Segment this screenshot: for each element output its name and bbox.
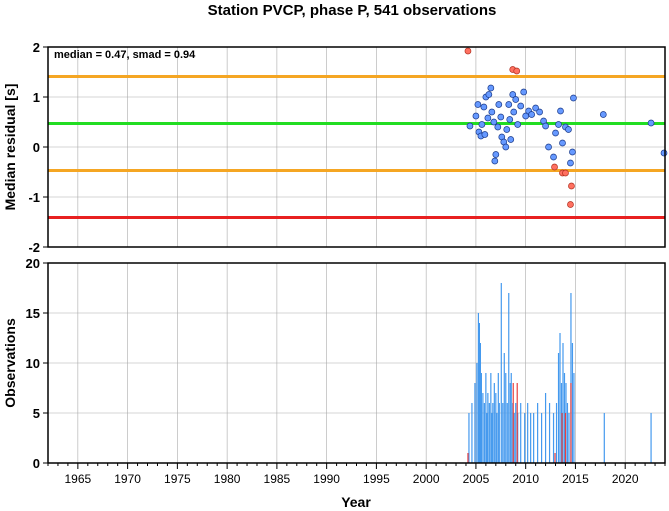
residual-point bbox=[466, 122, 474, 130]
residual-point bbox=[510, 108, 518, 116]
y-tick-label: 0 bbox=[33, 140, 40, 155]
residual-point bbox=[513, 67, 521, 75]
x-tick-label: 1965 bbox=[65, 472, 92, 486]
y-tick-label: 1 bbox=[33, 90, 40, 105]
x-tick-label: 1975 bbox=[164, 472, 191, 486]
x-tick-label: 1990 bbox=[313, 472, 340, 486]
residual-point bbox=[517, 102, 525, 110]
observations-y-ticks: 0 5 10 15 20 bbox=[26, 256, 48, 471]
residual-panel: -2 -1 0 1 2 median = 0.47, smad = 0.94 Media… bbox=[2, 40, 668, 255]
y-tick-label: 2 bbox=[33, 40, 40, 55]
residual-point bbox=[542, 122, 549, 130]
y-tick-label: 0 bbox=[33, 456, 40, 471]
residual-point bbox=[647, 119, 655, 127]
residual-point bbox=[487, 84, 495, 92]
x-tick-label: 1995 bbox=[363, 472, 390, 486]
residual-point bbox=[502, 143, 510, 151]
residual-point bbox=[490, 118, 498, 126]
x-tick-label: 2005 bbox=[463, 472, 490, 486]
x-tick-label: 2000 bbox=[413, 472, 440, 486]
residual-point bbox=[497, 113, 505, 121]
residual-point bbox=[559, 139, 566, 147]
residual-point bbox=[660, 149, 668, 157]
residual-point bbox=[520, 88, 528, 96]
residual-point bbox=[557, 107, 564, 115]
residual-point bbox=[478, 121, 486, 128]
residual-point bbox=[488, 108, 496, 116]
observations-panel: 0 5 10 15 20 1965 1970 1975 1980 1985 1990 1995 200… bbox=[2, 256, 666, 510]
residual-points bbox=[464, 47, 668, 208]
residual-point bbox=[599, 111, 607, 118]
y-tick-label: 5 bbox=[33, 406, 40, 421]
x-tick-label: 2015 bbox=[562, 472, 589, 486]
residual-point bbox=[484, 114, 492, 122]
residual-point bbox=[505, 101, 513, 108]
residual-point bbox=[567, 159, 574, 167]
residual-point bbox=[565, 126, 572, 133]
residual-point bbox=[545, 143, 552, 151]
residual-point bbox=[495, 101, 503, 108]
y-tick-label: -2 bbox=[28, 240, 40, 255]
residual-point bbox=[481, 131, 489, 138]
residual-point bbox=[562, 169, 569, 177]
residual-point bbox=[551, 163, 558, 171]
x-tick-label: 1985 bbox=[264, 472, 291, 486]
residual-point bbox=[509, 91, 517, 98]
residual-point bbox=[492, 151, 500, 158]
residual-point bbox=[550, 153, 557, 161]
residual-point bbox=[512, 96, 520, 103]
residual-point bbox=[485, 91, 493, 98]
residual-point bbox=[536, 108, 543, 116]
residual-point bbox=[506, 116, 514, 123]
stats-annotation: median = 0.47, smad = 0.94 bbox=[54, 49, 196, 61]
observations-bars bbox=[467, 283, 652, 463]
residual-point bbox=[491, 157, 499, 165]
y-tick-label: 20 bbox=[26, 256, 40, 271]
residual-point bbox=[464, 47, 472, 55]
residual-point bbox=[569, 148, 576, 156]
residual-y-ticks: -2 -1 0 1 2 bbox=[28, 40, 48, 255]
x-tick-label: 1980 bbox=[214, 472, 241, 486]
y-tick-label: 10 bbox=[26, 356, 40, 371]
residual-point bbox=[474, 101, 482, 108]
observations-y-label: Observations bbox=[2, 318, 18, 408]
year-x-ticks: 1965 1970 1975 1980 1985 1990 1995 2000 2005 2010… bbox=[47, 463, 666, 486]
residual-point bbox=[514, 121, 522, 128]
residual-point bbox=[472, 112, 480, 120]
residual-point bbox=[494, 123, 502, 131]
chart-title: Station PVCP, phase P, 541 observations bbox=[208, 2, 497, 19]
residual-point bbox=[567, 201, 574, 208]
y-tick-label: -1 bbox=[28, 190, 40, 205]
residual-point bbox=[570, 94, 577, 102]
residual-y-label: Median residual [s] bbox=[2, 84, 18, 211]
year-x-label: Year bbox=[341, 494, 371, 510]
residual-point bbox=[532, 104, 539, 112]
x-tick-label: 2010 bbox=[512, 472, 539, 486]
residual-point bbox=[568, 182, 575, 190]
residual-point bbox=[555, 121, 562, 128]
x-tick-label: 2020 bbox=[612, 472, 639, 486]
residual-point bbox=[480, 103, 488, 111]
residual-point bbox=[528, 111, 535, 118]
y-tick-label: 15 bbox=[26, 306, 40, 321]
residual-point bbox=[503, 126, 511, 133]
residual-point bbox=[507, 136, 515, 143]
residual-point bbox=[552, 129, 559, 137]
x-tick-label: 1970 bbox=[114, 472, 141, 486]
